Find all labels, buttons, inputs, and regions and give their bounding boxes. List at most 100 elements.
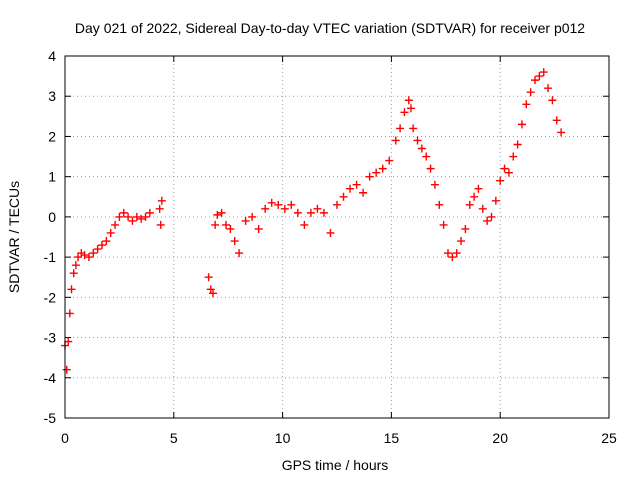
data-point [208,289,217,298]
data-point [230,237,239,246]
data-point [465,200,474,209]
data-point [491,196,500,205]
data-point [241,216,250,225]
data-point [513,140,522,149]
data-point [84,253,93,262]
data-point [333,200,341,209]
y-tick-label: -1 [44,249,57,265]
data-point [500,164,509,173]
x-tick-label: 20 [492,430,508,446]
data-point [517,120,526,129]
data-point [365,172,374,181]
data-point [293,208,302,217]
data-point [443,249,452,258]
data-point [372,168,381,177]
data-point [67,285,76,294]
y-tick-label: 2 [48,128,56,144]
data-point [217,208,226,217]
x-tick-labels: 0 5 10 15 20 25 [61,430,617,446]
x-tick-label: 10 [275,430,291,446]
data-point [97,241,106,250]
data-point [457,237,466,246]
data-point [211,220,220,229]
data-point [496,176,505,185]
data-point [274,200,283,209]
data-point [404,96,413,105]
data-point [137,214,146,223]
data-point [248,212,257,221]
y-tick-label: -4 [44,370,57,386]
data-point [124,212,133,221]
grid-lines [65,56,609,418]
data-point [71,261,80,270]
data-point [254,224,263,233]
data-point [359,188,368,197]
data-point [406,104,415,113]
data-point [93,245,102,254]
data-point [461,224,470,233]
data-point [470,192,479,201]
data-point [483,216,492,225]
data-point [287,200,296,209]
y-tick-label: 4 [48,48,56,64]
data-point [417,144,426,153]
data-point [313,204,322,213]
data-point [62,365,71,374]
data-point [155,204,164,213]
data-point [539,68,548,77]
data-point [509,152,518,161]
data-point [352,180,361,189]
data-point [145,208,154,217]
data-point [69,269,78,278]
y-tick-labels: -5 -4 -3 -2 -1 0 1 2 3 4 [44,48,57,426]
data-point [552,116,561,125]
data-point [435,200,444,209]
data-point [504,168,513,177]
data-point [74,253,83,262]
data-point [439,220,448,229]
data-point [422,152,431,161]
data-point [280,204,289,213]
data-point [474,184,483,193]
chart-title: Day 021 of 2022, Sidereal Day-to-day VTE… [75,20,585,36]
data-point [157,196,166,205]
data-point [111,220,120,229]
y-tick-label: -2 [44,289,57,305]
data-point [213,210,222,219]
y-tick-label: 3 [48,88,56,104]
data-point [206,285,215,294]
data-point [448,253,457,262]
data-point [65,309,74,318]
data-point [526,88,535,97]
data-point [89,249,98,258]
data-point [300,220,309,229]
y-tick-label: 0 [48,209,56,225]
data-point [156,220,165,229]
data-point [478,204,487,213]
plot-frame [64,55,610,419]
data-point [548,96,557,105]
data-point [557,128,566,137]
data-points [61,68,566,374]
data-point [235,249,244,258]
data-point [426,164,435,173]
data-point [267,198,276,207]
data-point [430,180,439,189]
data-point [531,76,540,85]
data-point [64,337,73,346]
data-point [132,212,141,221]
data-point [119,208,128,217]
y-tick-label: -3 [44,330,57,346]
x-tick-label: 5 [170,430,178,446]
x-tick-label: 0 [61,430,69,446]
data-point [319,208,328,217]
data-point [544,84,553,93]
x-tick-label: 15 [384,430,400,446]
data-point [385,156,394,165]
data-point [409,124,418,133]
axis-ticks [64,55,610,419]
y-tick-label: -5 [44,410,57,426]
data-point [102,237,111,246]
data-point [141,212,150,221]
